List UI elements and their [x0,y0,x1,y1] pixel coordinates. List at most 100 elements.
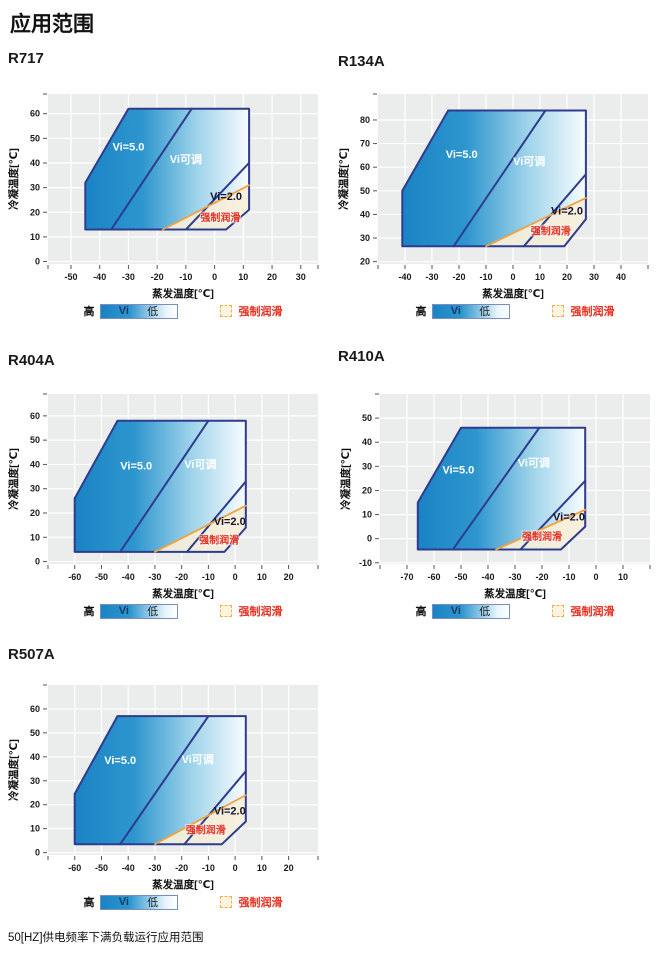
legend-forced-lube-label: 强制润滑 [238,306,283,318]
vi2-boundary-line [186,480,247,553]
x-tick-label: -30 [148,863,161,873]
region-label: 强制润滑 [186,823,226,836]
y-tick-label: 50 [360,186,370,196]
region-label: 强制润滑 [522,530,562,543]
y-tick-label: 50 [30,133,40,143]
region-label: Vi=2.0 [553,512,585,524]
region-label: 强制润滑 [200,211,240,224]
legend-forced-lube-label: 强制润滑 [238,897,283,909]
x-tick-label: -40 [481,572,494,582]
legend-low-label: 低 [147,606,159,618]
y-tick-label: 30 [30,776,40,786]
legend-vi-label: Vi [118,305,129,317]
x-tick-label: -10 [202,863,215,873]
x-tick-label: -10 [562,572,575,582]
y-tick-label: 30 [360,233,370,243]
x-tick-label: -40 [122,863,135,873]
forced-lube-line [161,184,250,231]
forced-lube-line [154,504,247,553]
vi-legend-r404a: 高 Vi 低 强制润滑 [48,603,318,619]
chart-title-r717: R717 [8,50,44,67]
vi2-boundary-line [519,479,587,551]
vi5-boundary-line [452,109,547,248]
x-tick-label: 0 [510,272,515,282]
y-tick-label: -10 [359,558,372,568]
legend-vi-gradient-bar: Vi 低 [431,603,510,619]
legend-vi-label: Vi [450,605,461,617]
x-tick-label: -50 [454,572,467,582]
x-axis-label: 蒸发温度[℃] [482,287,544,300]
chart-canvas-r404a: -60 -50 -40 -30 -20 -10 0 10 20 0 10 20 30 40 50 60 Vi=5… [7,393,319,600]
y-tick-label: 0 [367,534,372,544]
region-label: Vi可调 [182,752,214,766]
legend-forced-lube-swatch [551,605,564,617]
envelope-outline [401,109,587,248]
x-tick-label: -10 [202,572,215,582]
legend-forced-lube-swatch [219,305,232,317]
forced-lube-line [154,794,247,846]
x-axis-label: 蒸发温度[℃] [484,587,546,600]
x-tick-label: 0 [593,572,598,582]
y-tick-label: 20 [30,207,40,217]
legend-vi-gradient-bar: Vi 低 [431,303,510,319]
x-tick-label: 0 [212,272,217,282]
vi5-boundary-line [119,419,210,553]
chart-title-r134a: R134A [338,53,385,70]
page-title: 应用范围 [10,13,94,36]
chart-canvas-r717: -50 -40 -30 -20 -10 0 10 20 30 0 10 20 30 40 50 60 Vi=5.… [7,93,319,300]
x-tick-label: 20 [562,272,572,282]
vi5-boundary-line [119,715,210,846]
x-tick-label: -20 [535,572,548,582]
legend-low-label: 低 [147,306,159,318]
vi2-boundary-line [522,173,587,248]
y-tick-label: 30 [362,461,372,471]
y-tick-label: 80 [360,115,370,125]
envelope-outline [84,107,251,231]
y-tick-label: 60 [30,109,40,119]
y-tick-label: 60 [30,411,40,421]
operating-envelope [417,427,586,550]
region-label: Vi可调 [518,455,550,469]
y-tick-label: 70 [360,139,370,149]
chart-title-r404a: R404A [8,352,55,369]
region-label: Vi=5.0 [120,460,152,472]
x-tick-label: -50 [64,272,77,282]
y-tick-label: 10 [30,824,40,834]
y-tick-label: 40 [30,158,40,168]
x-tick-label: -20 [452,272,465,282]
operating-envelope [74,716,246,845]
x-tick-label: -70 [400,572,413,582]
legend-vi-gradient-bar: Vi 低 [99,894,178,910]
x-tick-label: -20 [175,863,188,873]
x-tick-label: -10 [479,272,492,282]
legend-low-label: 低 [479,306,491,318]
region-label: Vi=2.0 [551,205,583,217]
chart-title-r507a: R507A [8,646,55,663]
legend-vi-label: Vi [118,896,129,908]
region-label: Vi可调 [170,152,202,166]
x-tick-label: -30 [148,572,161,582]
x-tick-label: -50 [95,572,108,582]
legend-low-label: 低 [479,606,491,618]
envelope-outline [73,419,247,553]
y-tick-label: 50 [362,413,372,423]
y-tick-label: 0 [35,848,40,858]
legend-low-label: 低 [147,897,159,909]
operating-envelope [402,110,586,247]
chart-canvas-r410a: -70 -60 -50 -40 -30 -20 -10 0 10 -10 0 10 20 30 40 50 Vi… [339,393,651,600]
x-tick-label: 20 [284,572,294,582]
x-tick-label: 10 [238,272,248,282]
y-tick-label: 50 [30,728,40,738]
legend-vi-label: Vi [450,305,461,317]
legend-forced-lube-swatch [551,305,564,317]
region-label: Vi可调 [513,154,545,168]
x-tick-label: 30 [296,272,306,282]
y-tick-label: 20 [360,257,370,267]
vi2-boundary-line [184,161,251,231]
vi-legend-r507a: 高 Vi 低 强制润滑 [48,894,318,910]
x-tick-label: -40 [93,272,106,282]
x-axis-label: 蒸发温度[℃] [152,878,214,891]
y-axis-label: 冷凝温度[℃] [7,448,20,510]
region-label: Vi=5.0 [442,465,474,477]
